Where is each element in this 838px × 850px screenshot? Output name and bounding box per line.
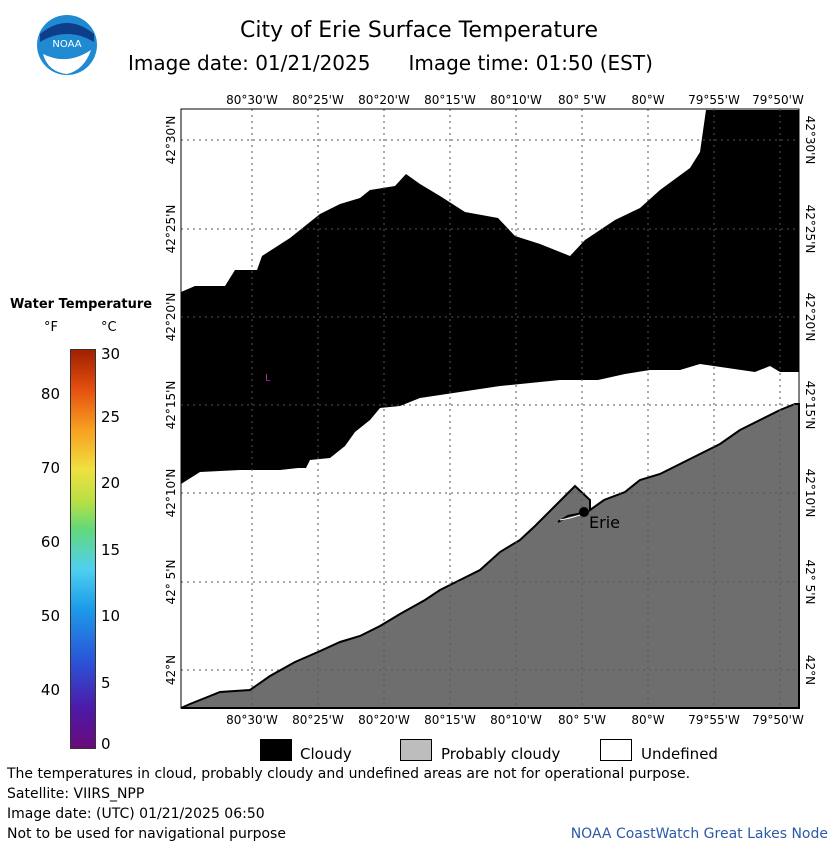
lat-tick-right: 42° 5'N [803,560,817,605]
lon-tick-bottom: 80°15'W [424,713,476,727]
f-tick: 60 [40,533,60,551]
lon-tick-bottom: 80°25'W [292,713,344,727]
temperature-colorbar [70,349,96,749]
lat-tick-right: 42°30'N [803,116,817,165]
small-mark: L [265,373,271,384]
c-tick: 25 [101,408,121,426]
f-tick: 80 [40,385,60,403]
lat-tick-right: 42°15'N [803,381,817,430]
lat-tick-right: 42°25'N [803,205,817,254]
lat-tick-right: 42°20'N [803,293,817,342]
lon-tick-bottom: 79°55'W [688,713,740,727]
cloud-region [181,110,799,484]
f-tick: 40 [40,681,60,699]
lat-tick-left: 42°20'N [164,293,178,342]
unit-fahrenheit: °F [44,320,58,335]
erie-label: Erie [589,513,620,532]
lon-tick-top: 80°25'W [292,93,344,107]
map-frame [180,108,800,709]
lon-tick-top: 80° 5'W [558,93,606,107]
c-tick: 15 [101,541,121,559]
lon-tick-bottom: 80°10'W [490,713,542,727]
cloudy-swatch [260,739,292,761]
image-time: Image time: 01:50 (EST) [408,51,653,75]
disclaimer-text: The temperatures in cloud, probably clou… [7,766,691,782]
undefined-label: Undefined [641,745,718,763]
graticule [181,109,799,708]
credit-text: NOAA CoastWatch Great Lakes Node [570,826,828,842]
lon-tick-bottom: 80°30'W [226,713,278,727]
presque-isle-inner [559,514,581,521]
lon-tick-top: 80°15'W [424,93,476,107]
lat-tick-left: 42°30'N [164,116,178,165]
navigation-warning: Not to be used for navigational purpose [7,826,286,842]
page-title: City of Erie Surface Temperature [239,18,599,43]
probably-cloudy-swatch [400,739,432,761]
right-latitude-ticks: 42°30'N 42°25'N 42°20'N 42°15'N 42°10'N … [803,116,817,686]
left-latitude-ticks: 42°30'N 42°25'N 42°20'N 42°15'N 42°10'N … [164,116,178,686]
noaa-logo: NOAA [37,15,97,75]
utc-date-text: Image date: (UTC) 01/21/2025 06:50 [7,806,265,822]
erie-city-marker [579,507,589,517]
lon-tick-bottom: 80° 5'W [558,713,606,727]
lon-tick-top: 79°55'W [688,93,740,107]
f-tick: 70 [40,459,60,477]
lat-tick-right: 42°10'N [803,469,817,518]
lat-tick-left: 42°15'N [164,381,178,430]
c-tick: 10 [101,607,121,625]
image-date-line: Image date: 01/21/2025 Image time: 01:50 … [128,51,653,75]
lon-tick-bottom: 79°50'W [752,713,804,727]
c-tick: 30 [101,345,121,363]
land-region [180,403,800,709]
top-longitude-ticks: 80°30'W 80°25'W 80°20'W 80°15'W 80°10'W … [226,93,804,107]
legend-title: Water Temperature [10,297,153,312]
lon-tick-top: 80°W [631,93,664,107]
c-tick: 0 [101,735,111,753]
bottom-longitude-ticks: 80°30'W 80°25'W 80°20'W 80°15'W 80°10'W … [226,713,804,727]
lon-tick-bottom: 80°20'W [358,713,410,727]
lon-tick-bottom: 80°W [631,713,664,727]
c-tick: 20 [101,474,121,492]
lon-tick-top: 79°50'W [752,93,804,107]
lon-tick-top: 80°30'W [226,93,278,107]
probably-cloudy-label: Probably cloudy [441,745,561,763]
lat-tick-left: 42°10'N [164,469,178,518]
lat-tick-left: 42°N [164,655,178,685]
undefined-swatch [600,739,632,761]
lat-tick-right: 42°N [803,655,817,685]
lat-tick-left: 42° 5'N [164,560,178,605]
unit-celsius: °C [101,320,117,335]
satellite-text: Satellite: VIIRS_NPP [7,786,145,802]
lon-tick-top: 80°10'W [490,93,542,107]
f-tick: 50 [40,607,60,625]
lat-tick-left: 42°25'N [164,205,178,254]
logo-text: NOAA [52,39,81,50]
image-date: Image date: 01/21/2025 [128,51,371,75]
c-tick: 5 [101,674,111,692]
lon-tick-top: 80°20'W [358,93,410,107]
cloudy-label: Cloudy [300,745,352,763]
